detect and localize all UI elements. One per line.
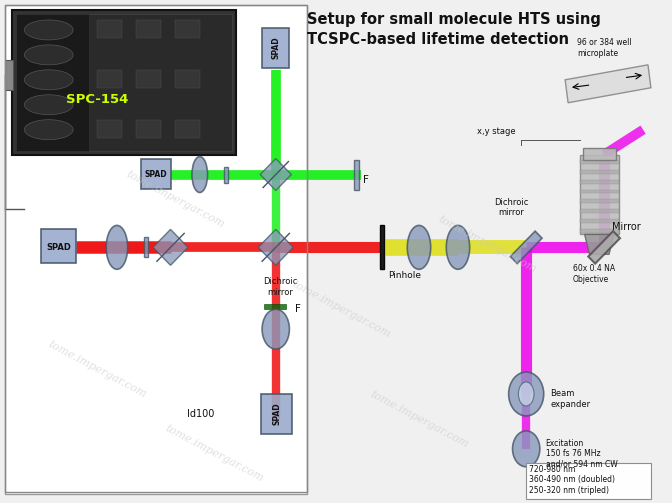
Ellipse shape xyxy=(509,372,544,416)
Ellipse shape xyxy=(106,225,128,269)
Text: Id100: Id100 xyxy=(187,409,214,419)
Text: SPAD: SPAD xyxy=(272,402,281,425)
Bar xyxy=(58,120,83,138)
Text: Pinhole: Pinhole xyxy=(388,271,421,280)
Text: x,y stage: x,y stage xyxy=(478,127,516,136)
Ellipse shape xyxy=(513,431,540,467)
Ellipse shape xyxy=(262,309,290,349)
Bar xyxy=(175,20,200,38)
Bar xyxy=(580,219,619,223)
Ellipse shape xyxy=(192,156,208,193)
Bar xyxy=(19,70,44,88)
Bar xyxy=(580,190,619,194)
Bar xyxy=(11,10,236,154)
Polygon shape xyxy=(258,229,293,265)
Text: F: F xyxy=(364,175,370,185)
Polygon shape xyxy=(585,234,614,255)
Text: 96 or 384 well
microplate: 96 or 384 well microplate xyxy=(577,38,632,58)
Bar xyxy=(19,20,44,38)
Text: Excitation
150 fs 76 MHz
and/or 594 nm CW: Excitation 150 fs 76 MHz and/or 594 nm C… xyxy=(546,439,618,469)
Bar xyxy=(261,394,292,434)
Bar xyxy=(580,209,619,213)
Bar xyxy=(5,5,307,494)
Polygon shape xyxy=(510,231,542,264)
Text: tome.impergar.com: tome.impergar.com xyxy=(46,339,149,399)
Text: F: F xyxy=(295,304,301,314)
Bar xyxy=(353,159,359,190)
Bar xyxy=(19,120,44,138)
Bar xyxy=(141,158,171,189)
Bar xyxy=(264,304,286,309)
Bar xyxy=(136,20,161,38)
Bar xyxy=(583,147,616,159)
Text: tome.impergar.com: tome.impergar.com xyxy=(163,424,265,484)
Text: Beam
expander: Beam expander xyxy=(550,389,591,408)
Text: tome.impergar.com: tome.impergar.com xyxy=(290,279,392,340)
Polygon shape xyxy=(588,231,620,264)
Bar xyxy=(580,170,619,174)
Bar xyxy=(580,154,619,234)
Text: SPAD: SPAD xyxy=(46,243,71,252)
Ellipse shape xyxy=(24,45,73,65)
Bar xyxy=(136,70,161,88)
Ellipse shape xyxy=(518,382,534,406)
Text: tome.impergar.com: tome.impergar.com xyxy=(368,389,470,449)
Bar xyxy=(175,120,200,138)
Text: SPAD: SPAD xyxy=(144,170,167,179)
Bar xyxy=(526,463,651,498)
Polygon shape xyxy=(260,158,292,191)
Bar xyxy=(580,229,619,233)
Bar xyxy=(58,70,83,88)
Bar xyxy=(5,60,13,90)
Bar xyxy=(175,70,200,88)
Text: TCSPC-based lifetime detection: TCSPC-based lifetime detection xyxy=(307,32,569,47)
Text: Mirror: Mirror xyxy=(612,222,640,232)
Bar xyxy=(380,225,384,269)
Text: 720-980 nm
360-490 nm (doubled)
250-320 nm (tripled): 720-980 nm 360-490 nm (doubled) 250-320 … xyxy=(529,465,615,494)
Text: tome.impergar.com: tome.impergar.com xyxy=(124,170,226,230)
Bar xyxy=(262,28,290,68)
Bar xyxy=(136,120,161,138)
Text: Dichroic
mirror: Dichroic mirror xyxy=(495,198,529,217)
Bar xyxy=(97,120,122,138)
Ellipse shape xyxy=(24,95,73,115)
Text: SPC-154: SPC-154 xyxy=(67,93,128,106)
Ellipse shape xyxy=(24,120,73,140)
Ellipse shape xyxy=(24,20,73,40)
Ellipse shape xyxy=(407,225,431,269)
Bar xyxy=(15,14,89,150)
Polygon shape xyxy=(565,65,651,103)
Ellipse shape xyxy=(446,225,470,269)
Bar xyxy=(580,200,619,204)
Text: Dichroic
mirror: Dichroic mirror xyxy=(263,277,298,297)
Bar xyxy=(5,5,307,492)
Text: 60x 0.4 NA
Objective: 60x 0.4 NA Objective xyxy=(573,264,615,284)
Text: tome.impergar.com: tome.impergar.com xyxy=(436,214,538,275)
Ellipse shape xyxy=(24,70,73,90)
Bar xyxy=(97,20,122,38)
Bar xyxy=(97,70,122,88)
Bar xyxy=(15,14,232,150)
Text: Setup for small molecule HTS using: Setup for small molecule HTS using xyxy=(307,12,601,27)
Bar xyxy=(144,237,148,258)
Text: SPAD: SPAD xyxy=(271,37,280,59)
Polygon shape xyxy=(153,229,188,265)
Bar xyxy=(58,20,83,38)
Bar xyxy=(580,159,619,163)
Bar xyxy=(41,229,76,263)
Bar xyxy=(224,166,228,183)
Bar xyxy=(580,180,619,184)
